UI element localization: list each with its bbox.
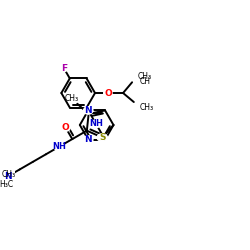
Ellipse shape bbox=[97, 134, 107, 141]
Ellipse shape bbox=[90, 120, 102, 128]
Text: CH: CH bbox=[140, 76, 150, 86]
Text: CH₃: CH₃ bbox=[64, 94, 78, 103]
Text: NH: NH bbox=[52, 142, 66, 151]
Text: N: N bbox=[84, 135, 92, 144]
Text: CH₃: CH₃ bbox=[137, 72, 152, 80]
Text: N: N bbox=[4, 172, 11, 181]
Ellipse shape bbox=[60, 65, 68, 71]
Text: F: F bbox=[61, 64, 67, 73]
Text: NH: NH bbox=[89, 119, 103, 128]
Text: O: O bbox=[62, 124, 70, 132]
Text: N: N bbox=[84, 106, 92, 115]
Text: O: O bbox=[104, 88, 112, 98]
Ellipse shape bbox=[62, 125, 70, 131]
Ellipse shape bbox=[84, 136, 93, 143]
Text: H₃C: H₃C bbox=[0, 180, 14, 189]
Text: CH₃: CH₃ bbox=[140, 103, 154, 112]
Ellipse shape bbox=[104, 90, 112, 96]
Ellipse shape bbox=[84, 107, 93, 114]
Ellipse shape bbox=[3, 173, 12, 180]
Text: S: S bbox=[99, 133, 105, 142]
Ellipse shape bbox=[54, 143, 65, 150]
Text: CH₃: CH₃ bbox=[2, 170, 16, 179]
